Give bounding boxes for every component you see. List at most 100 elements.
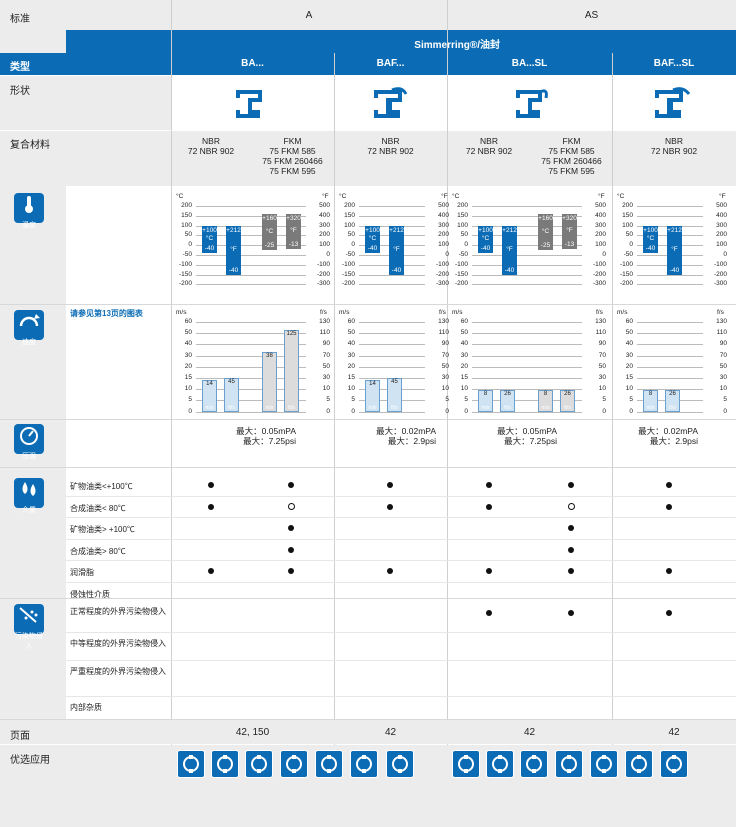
speed-sl-fkm-fs-bar-val: 26 — [564, 390, 571, 397]
temp-nbr-f-bar-min: -40 — [228, 266, 239, 274]
speed-gridline — [472, 411, 582, 413]
speed-sl-fkm-fs-bar-sub: ft/s — [564, 404, 571, 411]
temp-fkm-f-bar-max: +320 — [286, 214, 301, 222]
temp-unit-c: °C — [339, 193, 347, 200]
temp-nbr-f-bar-max: +212 — [502, 226, 517, 234]
temp-tick-f: 500 — [438, 202, 449, 209]
gear-pump-app-icon — [177, 750, 205, 778]
temp-tick-f: 300 — [716, 221, 727, 229]
speed-tick-fs: 30 — [441, 374, 449, 381]
speed-gridline — [472, 366, 582, 368]
speed-tick-ms: 10 — [625, 385, 633, 393]
speed-tick-fs: 90 — [719, 340, 727, 348]
filled-dot — [288, 525, 294, 531]
speed-tick-ms: 20 — [347, 362, 355, 370]
speed-tick-ms: 15 — [460, 374, 468, 381]
brand-title: Simmerring®/油封 — [414, 40, 500, 51]
speed-tick-ms: 40 — [625, 340, 633, 348]
gearbox-app-icon — [555, 750, 583, 778]
temp-nbr-f-bar-min: -40 — [504, 266, 515, 274]
filled-dot — [666, 482, 672, 488]
speed-tick-fs: 10 — [441, 385, 449, 393]
temp-gridline — [472, 206, 582, 207]
speed-unit-fs: f/s — [320, 309, 327, 316]
temp-gridline — [472, 245, 582, 247]
temp-gridline — [196, 255, 306, 256]
temp-tick-c: 100 — [181, 221, 192, 229]
temp-tick-c: 0 — [188, 241, 192, 249]
speed-tick-ms: 10 — [460, 385, 468, 393]
gearbox-app-icon — [280, 750, 308, 778]
speed-unit-ms: m/s — [617, 309, 628, 316]
speed-sl-ms-bar-sub: m/s — [481, 404, 490, 411]
speed-tick-ms: 20 — [625, 362, 633, 370]
contamination-item: 内部杂质 — [70, 703, 102, 712]
speed-tick-ms: 60 — [347, 318, 355, 325]
temp-unit-f: °F — [322, 193, 329, 200]
contamination-item: 严重程度的外界污染物侵入 — [70, 667, 166, 676]
temp-nbr-f-bar: +212 °F -40 — [667, 225, 682, 275]
media-item: 润滑脂 — [70, 568, 94, 577]
media-divider — [66, 495, 736, 497]
filled-dot — [486, 610, 492, 616]
material-fkm-2: FKM 75 FKM 585 75 FKM 260466 75 FKM 595 — [541, 136, 602, 176]
speed-tick-ms: 50 — [625, 329, 633, 337]
speed-nbr-ms-bar-sub: m/s — [368, 404, 377, 411]
seal-profile-baf-sl-icon — [655, 87, 691, 118]
contamination-item: 正常程度的外界污染物侵入 — [70, 607, 166, 616]
filled-dot — [387, 568, 393, 574]
filled-dot — [568, 482, 574, 488]
speed-nbr-fs-bar-val: 45 — [391, 378, 398, 385]
temp-fkm-f-bar-min: -13 — [288, 241, 299, 249]
speed-tick-fs: 30 — [719, 374, 727, 381]
speed-tick-fs: 30 — [598, 374, 606, 381]
temp-gridline — [196, 215, 306, 217]
speed-sl-fs-bar-val: 26 — [669, 390, 676, 397]
material-fkm-1: FKM 75 FKM 585 75 FKM 260466 75 FKM 595 — [262, 136, 323, 176]
seal-profile-ba-icon — [236, 90, 262, 118]
speed-fkm-ms-bar: 38 m/s — [262, 351, 277, 412]
media-divider — [66, 517, 736, 518]
speed-sl-fs-bar-val: 26 — [504, 390, 511, 397]
speed-gridline — [637, 355, 703, 357]
filled-dot — [288, 568, 294, 574]
speed-tick-ms: 5 — [188, 396, 192, 404]
media-item: 矿物油类<+100℃ — [70, 482, 133, 491]
speed-nbr-fs-bar-sub: ft/s — [228, 404, 235, 411]
temp-tick-f: -100 — [316, 260, 330, 268]
type-baf-sl: BAF...SL — [653, 58, 695, 69]
temp-gridline — [196, 284, 306, 286]
page-ba: 42, 150 — [235, 727, 270, 738]
temp-fkm-f-bar-max: +320 — [562, 214, 577, 222]
speed-nbr-fs-bar: 45 ft/s — [224, 377, 239, 412]
standard-a: A — [305, 10, 313, 21]
temp-fkm-c-bar-max: +160 — [538, 214, 553, 222]
temp-gridline — [196, 274, 306, 276]
temp-fkm-c-bar-unit: °C — [265, 227, 274, 235]
speed-sl-fs-bar: 26 ft/s — [500, 389, 515, 412]
vehicle-app-icon — [315, 750, 343, 778]
speed-gridline — [196, 366, 306, 368]
temp-tick-c: -200 — [178, 280, 192, 288]
temp-tick-c: 100 — [344, 221, 355, 229]
speed-gridline — [196, 378, 306, 379]
temp-tick-f: 500 — [716, 202, 727, 209]
temp-tick-f: 400 — [319, 211, 330, 219]
speed-tick-fs: 5 — [723, 396, 727, 404]
apps-label: 优选应用 — [10, 755, 50, 766]
speed-unit-fs: f/s — [439, 309, 446, 316]
media-item: 矿物油类> +100℃ — [70, 525, 135, 534]
standard-row — [0, 0, 736, 30]
temp-tick-f: -200 — [592, 270, 606, 278]
thermometer-icon: 温度 — [14, 193, 44, 229]
speed-tick-fs: 90 — [441, 340, 449, 348]
temp-tick-c: 200 — [181, 202, 192, 209]
filled-dot — [666, 503, 672, 510]
speed-tick-ms: 60 — [460, 318, 468, 325]
temp-tick-c: -200 — [619, 280, 633, 288]
temp-fkm-c-bar-min: -25 — [540, 242, 551, 250]
temp-nbr-c-bar-max: +100 — [365, 226, 380, 234]
speed-tick-ms: 20 — [184, 362, 192, 370]
speed-gridline — [359, 322, 425, 323]
speed-tick-fs: 0 — [602, 407, 606, 415]
